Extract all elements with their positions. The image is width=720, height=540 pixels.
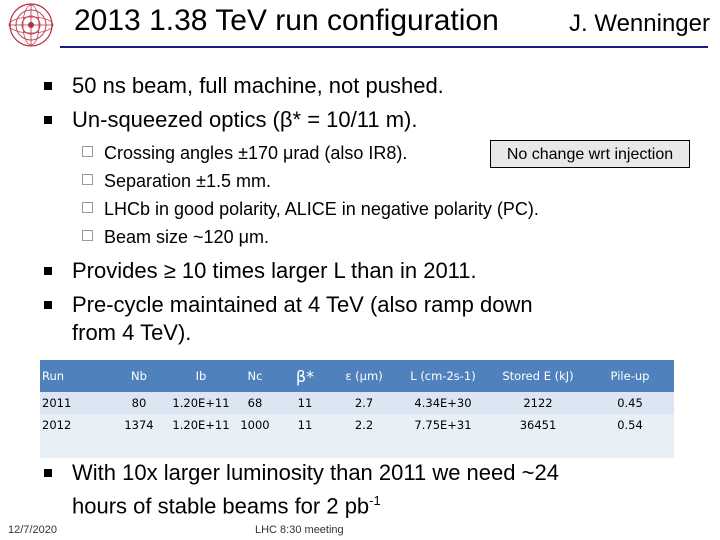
table-cell: 1000 (232, 414, 278, 436)
header-cell: ε (μm) (332, 360, 396, 392)
square-bullet-icon (44, 301, 52, 309)
square-bullet-icon (44, 267, 52, 275)
sub-bullet-beam-size: Beam size ~120 μm. (82, 226, 269, 248)
bullet-text: 50 ns beam, full machine, not pushed. (72, 73, 444, 98)
header-cell: L (cm-2s-1) (396, 360, 490, 392)
superscript: -1 (369, 493, 381, 508)
table-cell: 7.75E+31 (396, 414, 490, 436)
bullet-precycle-cont: from 4 TeV). (72, 320, 191, 346)
header-cell: Stored E (kJ) (490, 360, 586, 392)
table-cell: 2122 (490, 392, 586, 414)
table-cell: 2.2 (332, 414, 396, 436)
title-underline (60, 46, 708, 48)
table-row (40, 436, 674, 458)
sub-bullet-text: LHCb in good polarity, ALICE in negative… (104, 199, 539, 219)
bullet-luminosity: Provides ≥ 10 times larger L than in 201… (44, 258, 477, 284)
bullet-text: hours of stable beams for 2 pb (72, 493, 370, 519)
header-cell: Ib (170, 360, 232, 392)
bullet-text: Un-squeezed optics (β* = 10/11 m). (72, 107, 418, 132)
bullet-text: Provides ≥ 10 times larger L than in 201… (72, 258, 477, 283)
header-cell: Nb (108, 360, 170, 392)
slide-title: 2013 1.38 TeV run configuration (74, 4, 499, 37)
table-cell: 11 (278, 414, 332, 436)
footer-date: 12/7/2020 (8, 524, 57, 536)
table-cell: 1374 (108, 414, 170, 436)
checkbox-bullet-icon (82, 230, 93, 241)
header-cell: Pile-up (586, 360, 674, 392)
table-cell: 1.20E+11 (170, 392, 232, 414)
bullet-text: With 10x larger luminosity than 2011 we … (72, 460, 559, 485)
callout-no-change: No change wrt injection (490, 140, 690, 168)
square-bullet-icon (44, 469, 52, 477)
table-cell: 2012 (40, 414, 108, 436)
header-cell: Run (40, 360, 108, 392)
table-cell: 4.34E+30 (396, 392, 490, 414)
sub-bullet-text: Separation ±1.5 mm. (104, 171, 271, 191)
table-header-row: Run Nb Ib Nc β* ε (μm) L (cm-2s-1) Store… (40, 360, 674, 392)
bullet-optics: Un-squeezed optics (β* = 10/11 m). (44, 107, 418, 133)
author-name: J. Wenninger (569, 10, 710, 37)
table-cell: 2.7 (332, 392, 396, 414)
sub-bullet-separation: Separation ±1.5 mm. (82, 170, 271, 192)
table-cell: 0.45 (586, 392, 674, 414)
checkbox-bullet-icon (82, 202, 93, 213)
bullet-text: from 4 TeV). (72, 320, 192, 345)
table-cell: 1.20E+11 (170, 414, 232, 436)
header-cell: β* (278, 360, 332, 392)
sub-bullet-text: Crossing angles ±170 μrad (also IR8). (104, 143, 408, 163)
table-cell: 68 (232, 392, 278, 414)
checkbox-bullet-icon (82, 146, 93, 157)
table-cell: 11 (278, 392, 332, 414)
table-cell: 36451 (490, 414, 586, 436)
bullet-text: Pre-cycle maintained at 4 TeV (also ramp… (72, 292, 533, 317)
sub-bullet-polarity: LHCb in good polarity, ALICE in negative… (82, 198, 539, 220)
bullet-precycle: Pre-cycle maintained at 4 TeV (also ramp… (44, 292, 533, 318)
table-cell: 80 (108, 392, 170, 414)
square-bullet-icon (44, 116, 52, 124)
checkbox-bullet-icon (82, 174, 93, 185)
bullet-beam: 50 ns beam, full machine, not pushed. (44, 73, 444, 99)
bullet-stable-beams-cont: hours of stable beams for 2 pb-1 (72, 488, 381, 519)
sub-bullet-text: Beam size ~120 μm. (104, 227, 269, 247)
footer-meeting: LHC 8:30 meeting (255, 524, 344, 536)
square-bullet-icon (44, 82, 52, 90)
sub-bullet-crossing: Crossing angles ±170 μrad (also IR8). (82, 142, 408, 164)
run-comparison-table: Run Nb Ib Nc β* ε (μm) L (cm-2s-1) Store… (40, 360, 674, 458)
table-cell: 0.54 (586, 414, 674, 436)
table-row: 2011 80 1.20E+11 68 11 2.7 4.34E+30 2122… (40, 392, 674, 414)
cern-logo-icon (8, 3, 54, 47)
table-cell: 2011 (40, 392, 108, 414)
bullet-stable-beams: With 10x larger luminosity than 2011 we … (44, 460, 559, 486)
header-cell: Nc (232, 360, 278, 392)
table-row: 2012 1374 1.20E+11 1000 11 2.2 7.75E+31 … (40, 414, 674, 436)
